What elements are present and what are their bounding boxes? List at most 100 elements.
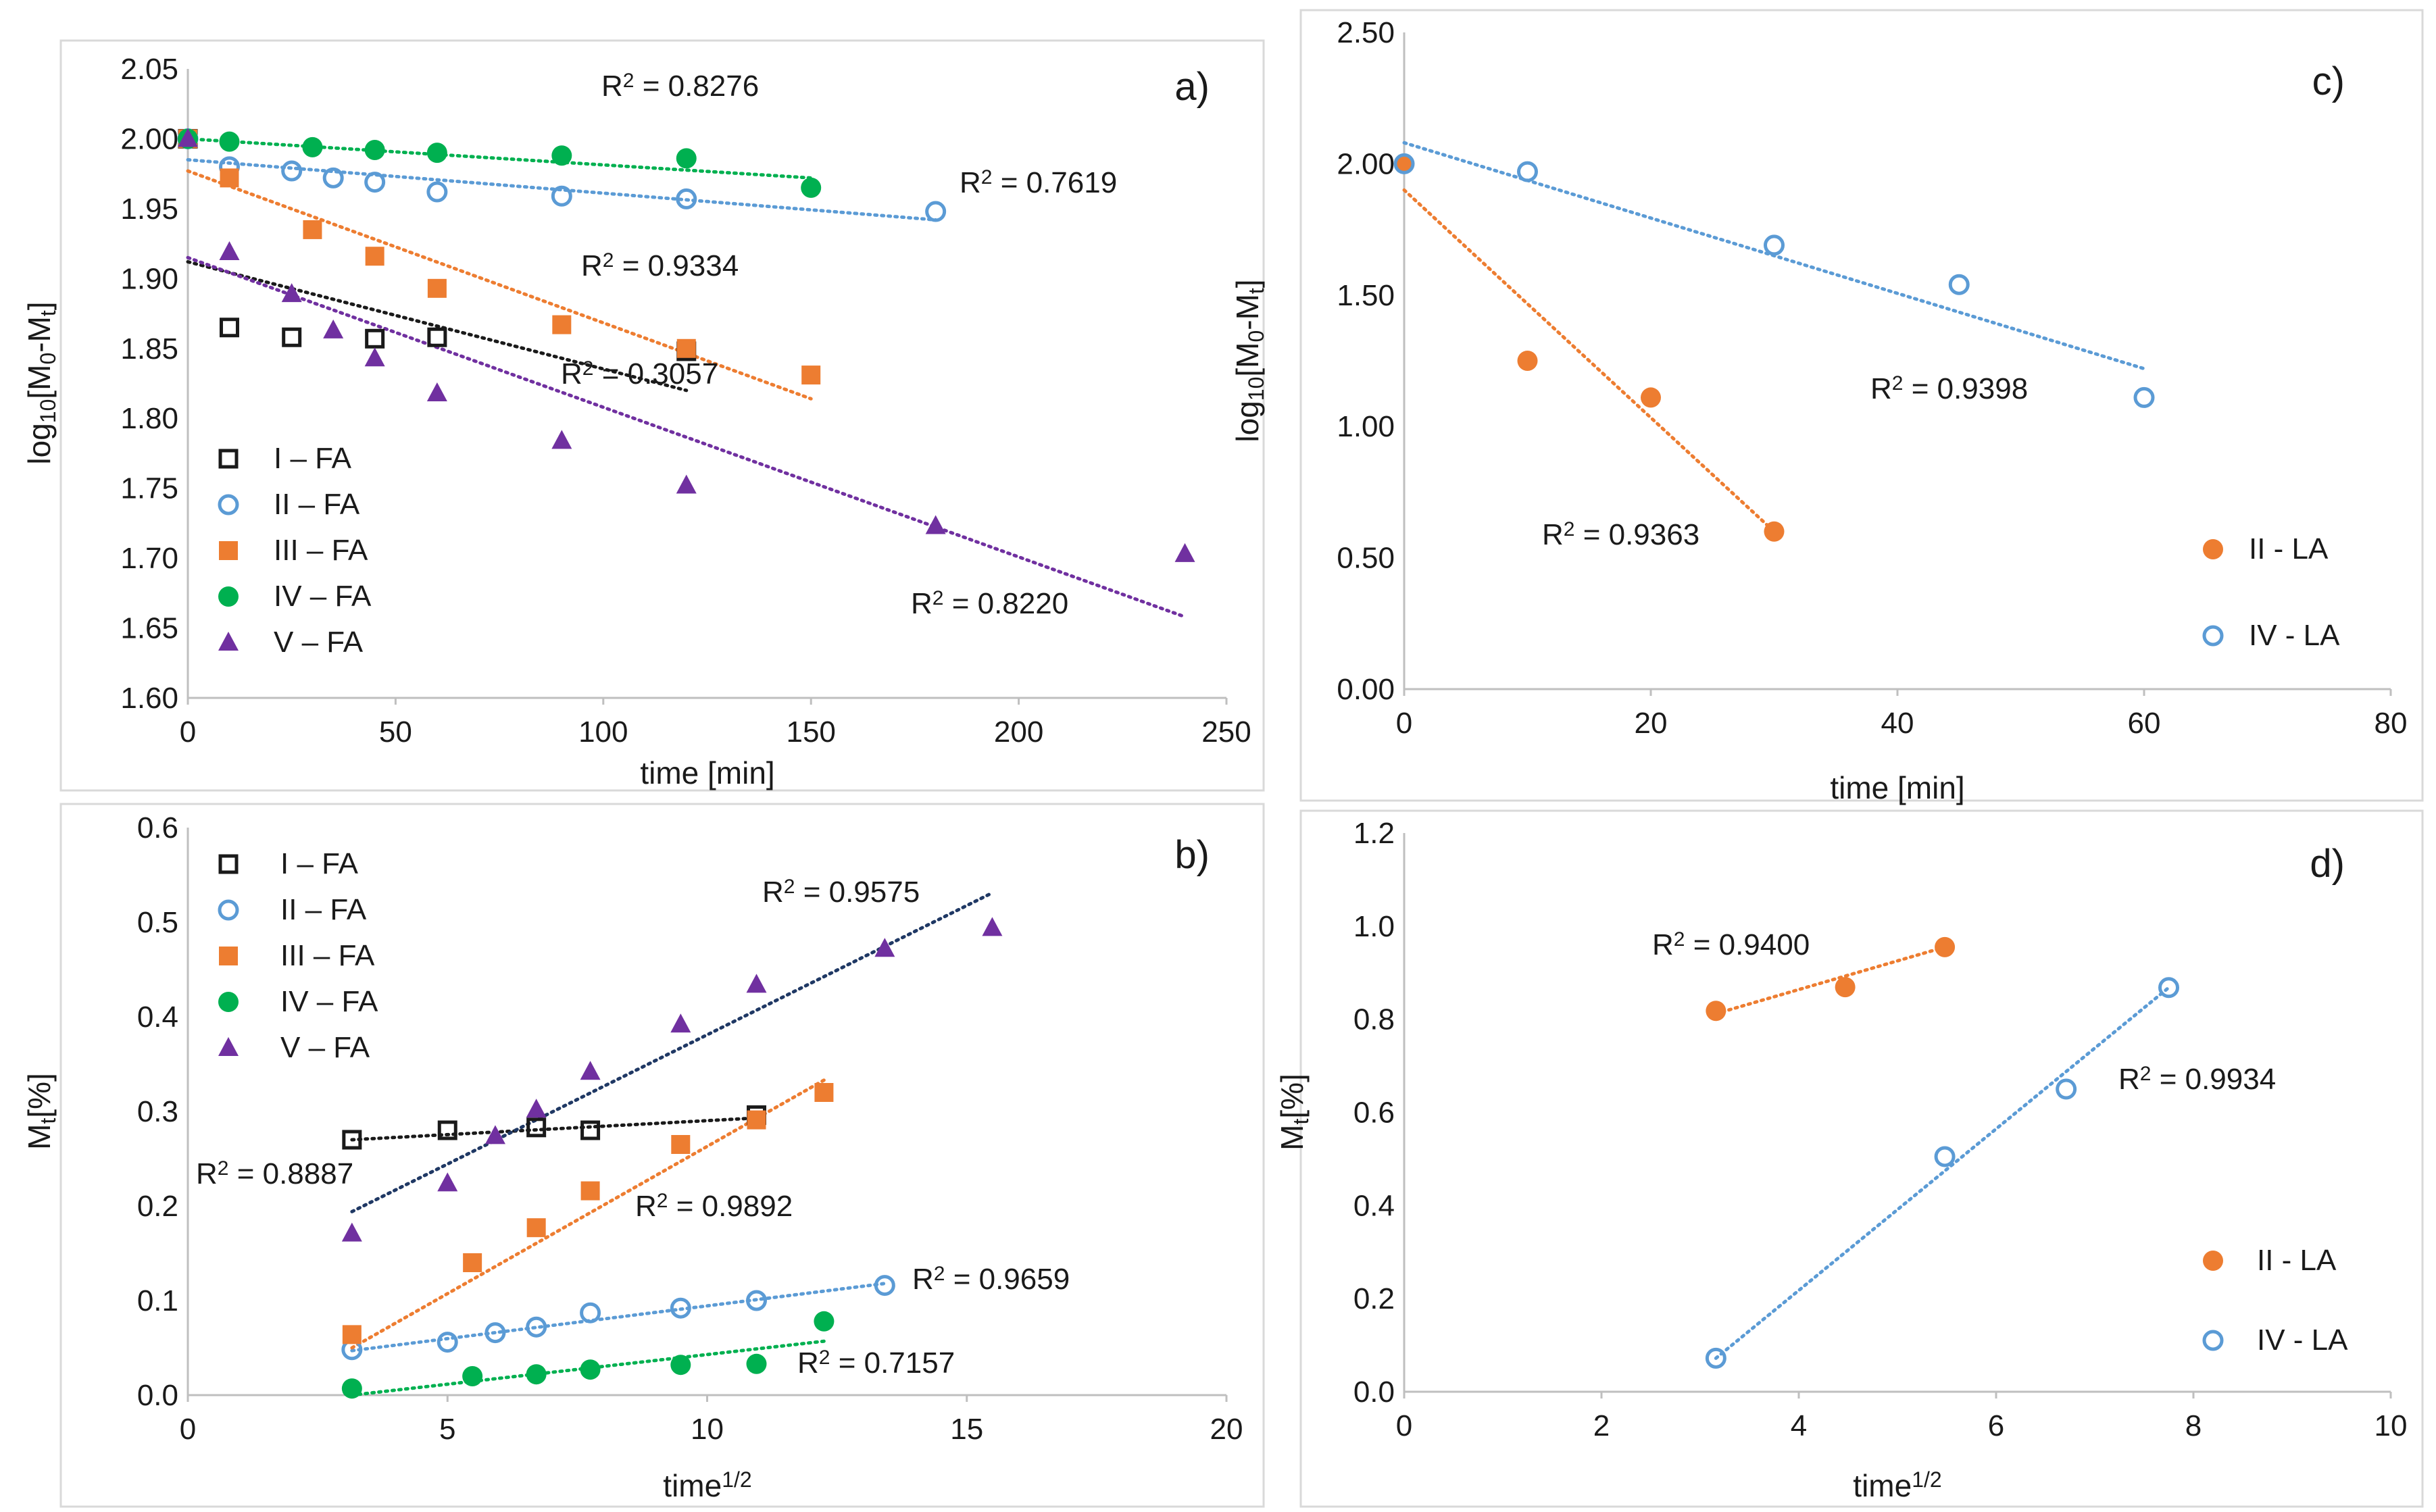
data-point-series-1 — [1935, 936, 1956, 957]
x-tick-label: 0 — [180, 1413, 196, 1446]
data-point-series-2 — [364, 172, 386, 193]
trendline-4 — [186, 136, 813, 180]
x-tick-label: 200 — [994, 715, 1043, 749]
panel-d-chart: 0.0 0.2 0.4 0.6 0.8 1.0 1.2 0 2 4 6 8 10 time1/2 Mt[%]… — [1274, 809, 2424, 1508]
r-squared-label: R2 = 0.9363 — [1542, 518, 1699, 552]
trendline-2 — [186, 157, 938, 222]
data-point-series-5 — [341, 1222, 362, 1242]
r-squared-label: R2 = 0.8276 — [601, 70, 759, 103]
data-point-series-2 — [1764, 234, 1785, 256]
data-point-series-3 — [747, 1110, 766, 1130]
y-tick-label: 0.3 — [137, 1095, 178, 1128]
r-squared-label: R2 = 0.7619 — [960, 166, 1117, 200]
data-point-series-1 — [526, 1117, 547, 1138]
data-point-series-2 — [281, 160, 303, 182]
y-tick-label: 0.6 — [1353, 1097, 1395, 1130]
data-point-series-1 — [1641, 387, 1661, 408]
panel-label: a) — [1174, 65, 1210, 109]
x-tick-label: 250 — [1201, 715, 1251, 749]
panel-c-chart: 0.00 0.50 1.00 1.50 2.00 2.50 0 20 40 60 80 time [m… — [1230, 9, 2424, 805]
y-tick-label: 1.2 — [1353, 817, 1395, 850]
y-tick-label: 1.60 — [120, 682, 178, 715]
data-point-series-3 — [801, 366, 821, 385]
data-point-series-3 — [220, 168, 239, 188]
y-tick-label: 0.4 — [137, 1001, 178, 1034]
data-point-series-4 — [341, 1378, 362, 1399]
panel-b-chart: 0.0 0.1 0.2 0.3 0.4 0.5 0.6 0 5 10 15 20 time1/2 Mt[%… — [22, 803, 1265, 1508]
x-tick-label: 40 — [1881, 707, 1914, 740]
data-point-series-1 — [437, 1120, 457, 1140]
data-point-series-2 — [426, 181, 448, 203]
legend-marker — [218, 899, 239, 921]
data-point-series-5 — [874, 938, 895, 957]
x-axis-title: time [min] — [1830, 770, 1964, 805]
x-axis-title: time1/2 — [663, 1467, 751, 1503]
data-point-series-3 — [365, 247, 384, 266]
data-point-series-2 — [670, 1297, 691, 1319]
y-tick-label: 1.65 — [120, 612, 178, 645]
data-point-series-1 — [342, 1130, 362, 1150]
trendline-1 — [350, 1116, 759, 1142]
legend-marker — [218, 449, 239, 469]
data-point-series-4 — [551, 145, 572, 166]
data-point-series-3 — [814, 1083, 834, 1102]
x-tick-label: 10 — [691, 1413, 724, 1446]
trendline-1 — [1402, 188, 1776, 534]
data-point-series-5 — [484, 1125, 505, 1144]
panel-c-frame — [1299, 9, 2424, 802]
data-point-series-2 — [746, 1290, 768, 1311]
data-point-series-2 — [1934, 1146, 1956, 1167]
y-tick-label: 2.50 — [1337, 16, 1395, 49]
panel-label: d) — [2310, 842, 2345, 886]
legend-label: IV – FA — [274, 580, 372, 613]
r-squared-label: R2 = 0.9575 — [762, 876, 920, 909]
legend-label: I – FA — [274, 442, 352, 475]
data-point-series-2 — [676, 188, 697, 209]
y-tick-label: 0.5 — [137, 906, 178, 939]
y-tick-label: 0.6 — [137, 811, 178, 845]
data-point-series-5 — [281, 283, 302, 303]
data-point-series-1 — [219, 318, 239, 338]
y-tick-label: 1.75 — [120, 472, 178, 505]
x-tick-label: 10 — [2375, 1409, 2408, 1442]
r-squared-label: R2 = 0.8887 — [196, 1157, 353, 1191]
data-point-series-3 — [303, 220, 322, 239]
data-point-series-2 — [1517, 161, 1538, 182]
legend-label: IV - LA — [2249, 619, 2340, 652]
legend-label: IV - LA — [2257, 1324, 2348, 1357]
data-point-series-2 — [322, 167, 344, 188]
data-point-series-3 — [463, 1253, 482, 1272]
x-axis-title: time [min] — [640, 755, 774, 790]
data-point-series-4 — [219, 131, 240, 152]
data-point-series-1 — [1835, 977, 1856, 998]
data-point-series-1 — [580, 1120, 601, 1140]
y-axis-title: Mt[%] — [22, 1073, 60, 1150]
legend-label: V – FA — [274, 626, 364, 659]
y-tick-label: 1.50 — [1337, 279, 1395, 312]
legend-label: IV – FA — [280, 985, 378, 1018]
y-tick-label: 1.80 — [120, 402, 178, 435]
y-tick-label: 1.00 — [1337, 410, 1395, 443]
panel-label: c) — [2312, 59, 2345, 103]
trendline-1 — [1714, 945, 1947, 1015]
x-tick-label: 8 — [2185, 1409, 2202, 1442]
data-point-series-5 — [982, 917, 1003, 936]
data-point-series-3 — [526, 1218, 546, 1238]
trendline-1 — [186, 260, 689, 393]
data-point-series-2 — [874, 1275, 895, 1296]
legend-marker — [2203, 1251, 2223, 1271]
r-squared-label: R2 = 0.7157 — [797, 1346, 955, 1380]
legend-label: V – FA — [280, 1031, 370, 1064]
data-point-series-1 — [1517, 351, 1538, 371]
data-point-series-3 — [580, 1181, 600, 1201]
x-tick-label: 150 — [786, 715, 835, 749]
y-tick-label: 0.2 — [1353, 1282, 1395, 1315]
data-point-series-1 — [282, 327, 302, 347]
x-tick-label: 50 — [379, 715, 412, 749]
data-point-series-4 — [746, 1353, 767, 1374]
y-tick-label: 0.0 — [1353, 1376, 1395, 1409]
data-point-series-2 — [437, 1332, 458, 1353]
x-tick-label: 6 — [1988, 1409, 2004, 1442]
data-point-series-5 — [551, 430, 572, 449]
